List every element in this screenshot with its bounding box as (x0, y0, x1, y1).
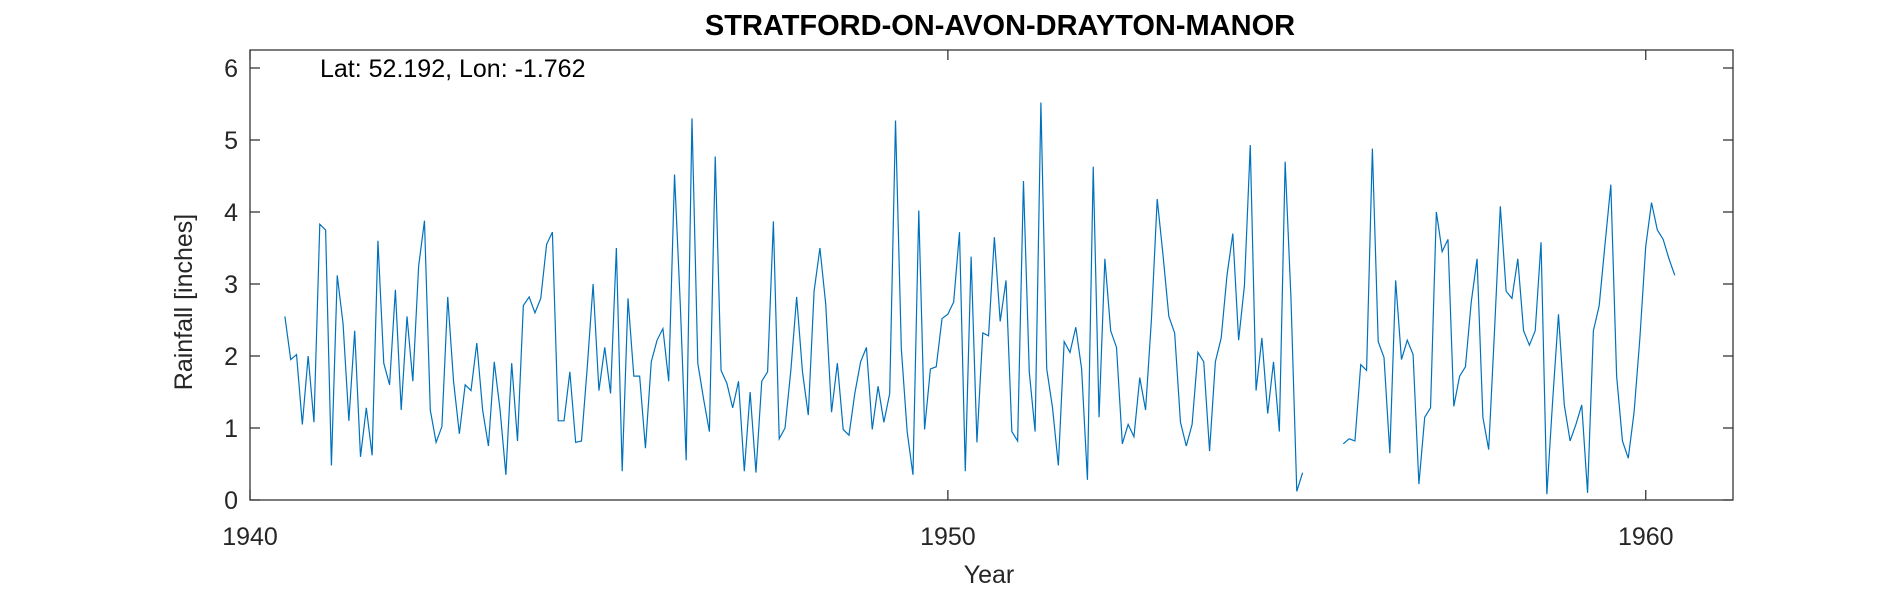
y-tick-label: 3 (224, 271, 238, 299)
y-tick-label: 6 (224, 55, 238, 83)
x-tick-label: 1960 (1618, 523, 1674, 551)
y-axis-label: Rainfall [inches] (170, 214, 198, 390)
y-tick-label: 2 (224, 343, 238, 371)
x-tick-label: 1940 (222, 523, 278, 551)
rainfall-series-line (1342, 148, 1676, 495)
plot-frame (249, 49, 1734, 501)
location-annotation: Lat: 52.192, Lon: -1.762 (320, 55, 586, 83)
chart-title: STRATFORD-ON-AVON-DRAYTON-MANOR (705, 10, 1295, 42)
x-axis-label: Year (964, 561, 1015, 589)
y-tick-label: 4 (224, 199, 238, 227)
y-tick-label: 5 (224, 127, 238, 155)
series-layer (284, 102, 1676, 495)
y-tick-label: 0 (224, 487, 238, 515)
x-tick-label: 1950 (920, 523, 976, 551)
y-tick-label: 1 (224, 415, 238, 443)
axis-ticks: 0 1 2 3 4 5 6 1940 1950 1960 (222, 50, 1733, 551)
rainfall-series-line (284, 102, 1304, 492)
plot-axes (249, 49, 1734, 501)
